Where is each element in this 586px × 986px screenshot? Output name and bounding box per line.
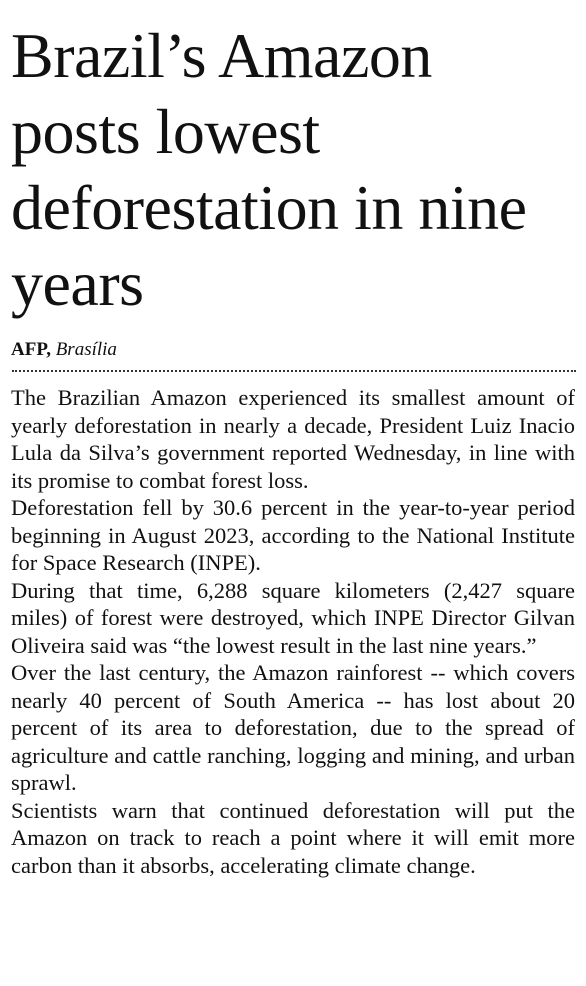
article-byline: AFP, Brasília bbox=[11, 338, 577, 362]
byline-agency: AFP, bbox=[11, 339, 51, 360]
article-paragraph: Scientists warn that continued deforesta… bbox=[11, 797, 575, 878]
news-article: Brazil’s Amazon posts lowest deforestati… bbox=[11, 18, 577, 879]
article-paragraph: During that time, 6,288 square kilometer… bbox=[11, 577, 575, 658]
byline-location: Brasília bbox=[55, 339, 117, 360]
dotted-divider bbox=[12, 370, 576, 372]
article-body: The Brazilian Amazon experienced its sma… bbox=[11, 384, 575, 879]
article-paragraph: Over the last century, the Amazon rainfo… bbox=[11, 660, 575, 795]
article-paragraph: Deforestation fell by 30.6 percent in th… bbox=[11, 495, 575, 575]
article-paragraph: The Brazilian Amazon experienced its sma… bbox=[11, 385, 575, 493]
article-headline: Brazil’s Amazon posts lowest deforestati… bbox=[11, 20, 527, 319]
